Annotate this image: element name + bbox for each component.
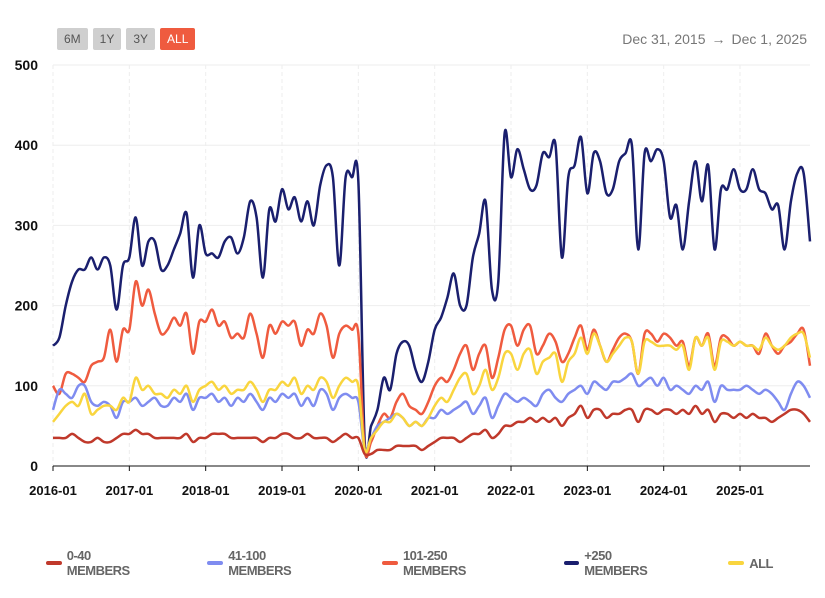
y-tick-label: 200 [15,298,39,314]
date-start: Dec 31, 2015 [622,31,706,47]
arrow-icon: → [711,31,726,47]
legend-label: 0-40 MEMBERS [66,548,130,578]
series-line--250-members [52,128,812,459]
x-tick-label: 2023-01 [563,483,611,498]
x-tick-label: 2022-01 [487,483,535,498]
y-tick-label: 400 [15,137,39,153]
x-tick-label: 2016-01 [29,483,77,498]
legend-label: +250 MEMBERS [584,548,648,578]
x-tick-label: 2021-01 [411,483,459,498]
legend-item-101-250[interactable]: 101-250 MEMBERS [382,548,511,578]
range-all-button[interactable]: ALL [160,28,196,50]
legend-item-all[interactable]: ALL [728,548,773,578]
y-tick-label: 0 [30,458,38,474]
y-tick-label: 100 [15,378,39,394]
series-line-0-40-members [53,404,811,457]
range-1y-button[interactable]: 1Y [92,28,122,50]
range-3y-button[interactable]: 3Y [126,28,156,50]
legend-swatch [382,561,398,565]
legend-item-41-100[interactable]: 41-100 MEMBERS [207,548,330,578]
series-line-all [52,330,812,454]
x-tick-label: 2025-01 [716,483,764,498]
series-line-101-250-members [51,280,812,459]
date-range: Dec 31, 2015 → Dec 1, 2025 [622,31,807,47]
x-tick-label: 2019-01 [258,483,306,498]
legend-swatch [46,561,62,565]
x-tick-label: 2017-01 [105,483,153,498]
y-tick-label: 300 [15,217,39,233]
legend-label: ALL [749,555,773,571]
x-tick-label: 2018-01 [182,483,230,498]
legend: 0-40 MEMBERS 41-100 MEMBERS 101-250 MEMB… [46,548,825,578]
legend-swatch [207,561,224,565]
legend-swatch [563,561,580,565]
legend-item-250-plus[interactable]: +250 MEMBERS [563,548,677,578]
legend-item-0-40[interactable]: 0-40 MEMBERS [46,548,155,578]
range-6m-button[interactable]: 6M [57,28,88,50]
y-tick-label: 500 [15,57,39,73]
series-line-41-100-members [51,372,812,453]
legend-swatch [728,561,745,565]
x-tick-label: 2024-01 [640,483,688,498]
legend-label: 101-250 MEMBERS [402,548,466,578]
x-tick-label: 2020-01 [334,483,382,498]
range-buttons: 6M 1Y 3Y ALL [57,28,196,50]
date-end: Dec 1, 2025 [731,31,808,47]
legend-label: 41-100 MEMBERS [228,548,292,578]
